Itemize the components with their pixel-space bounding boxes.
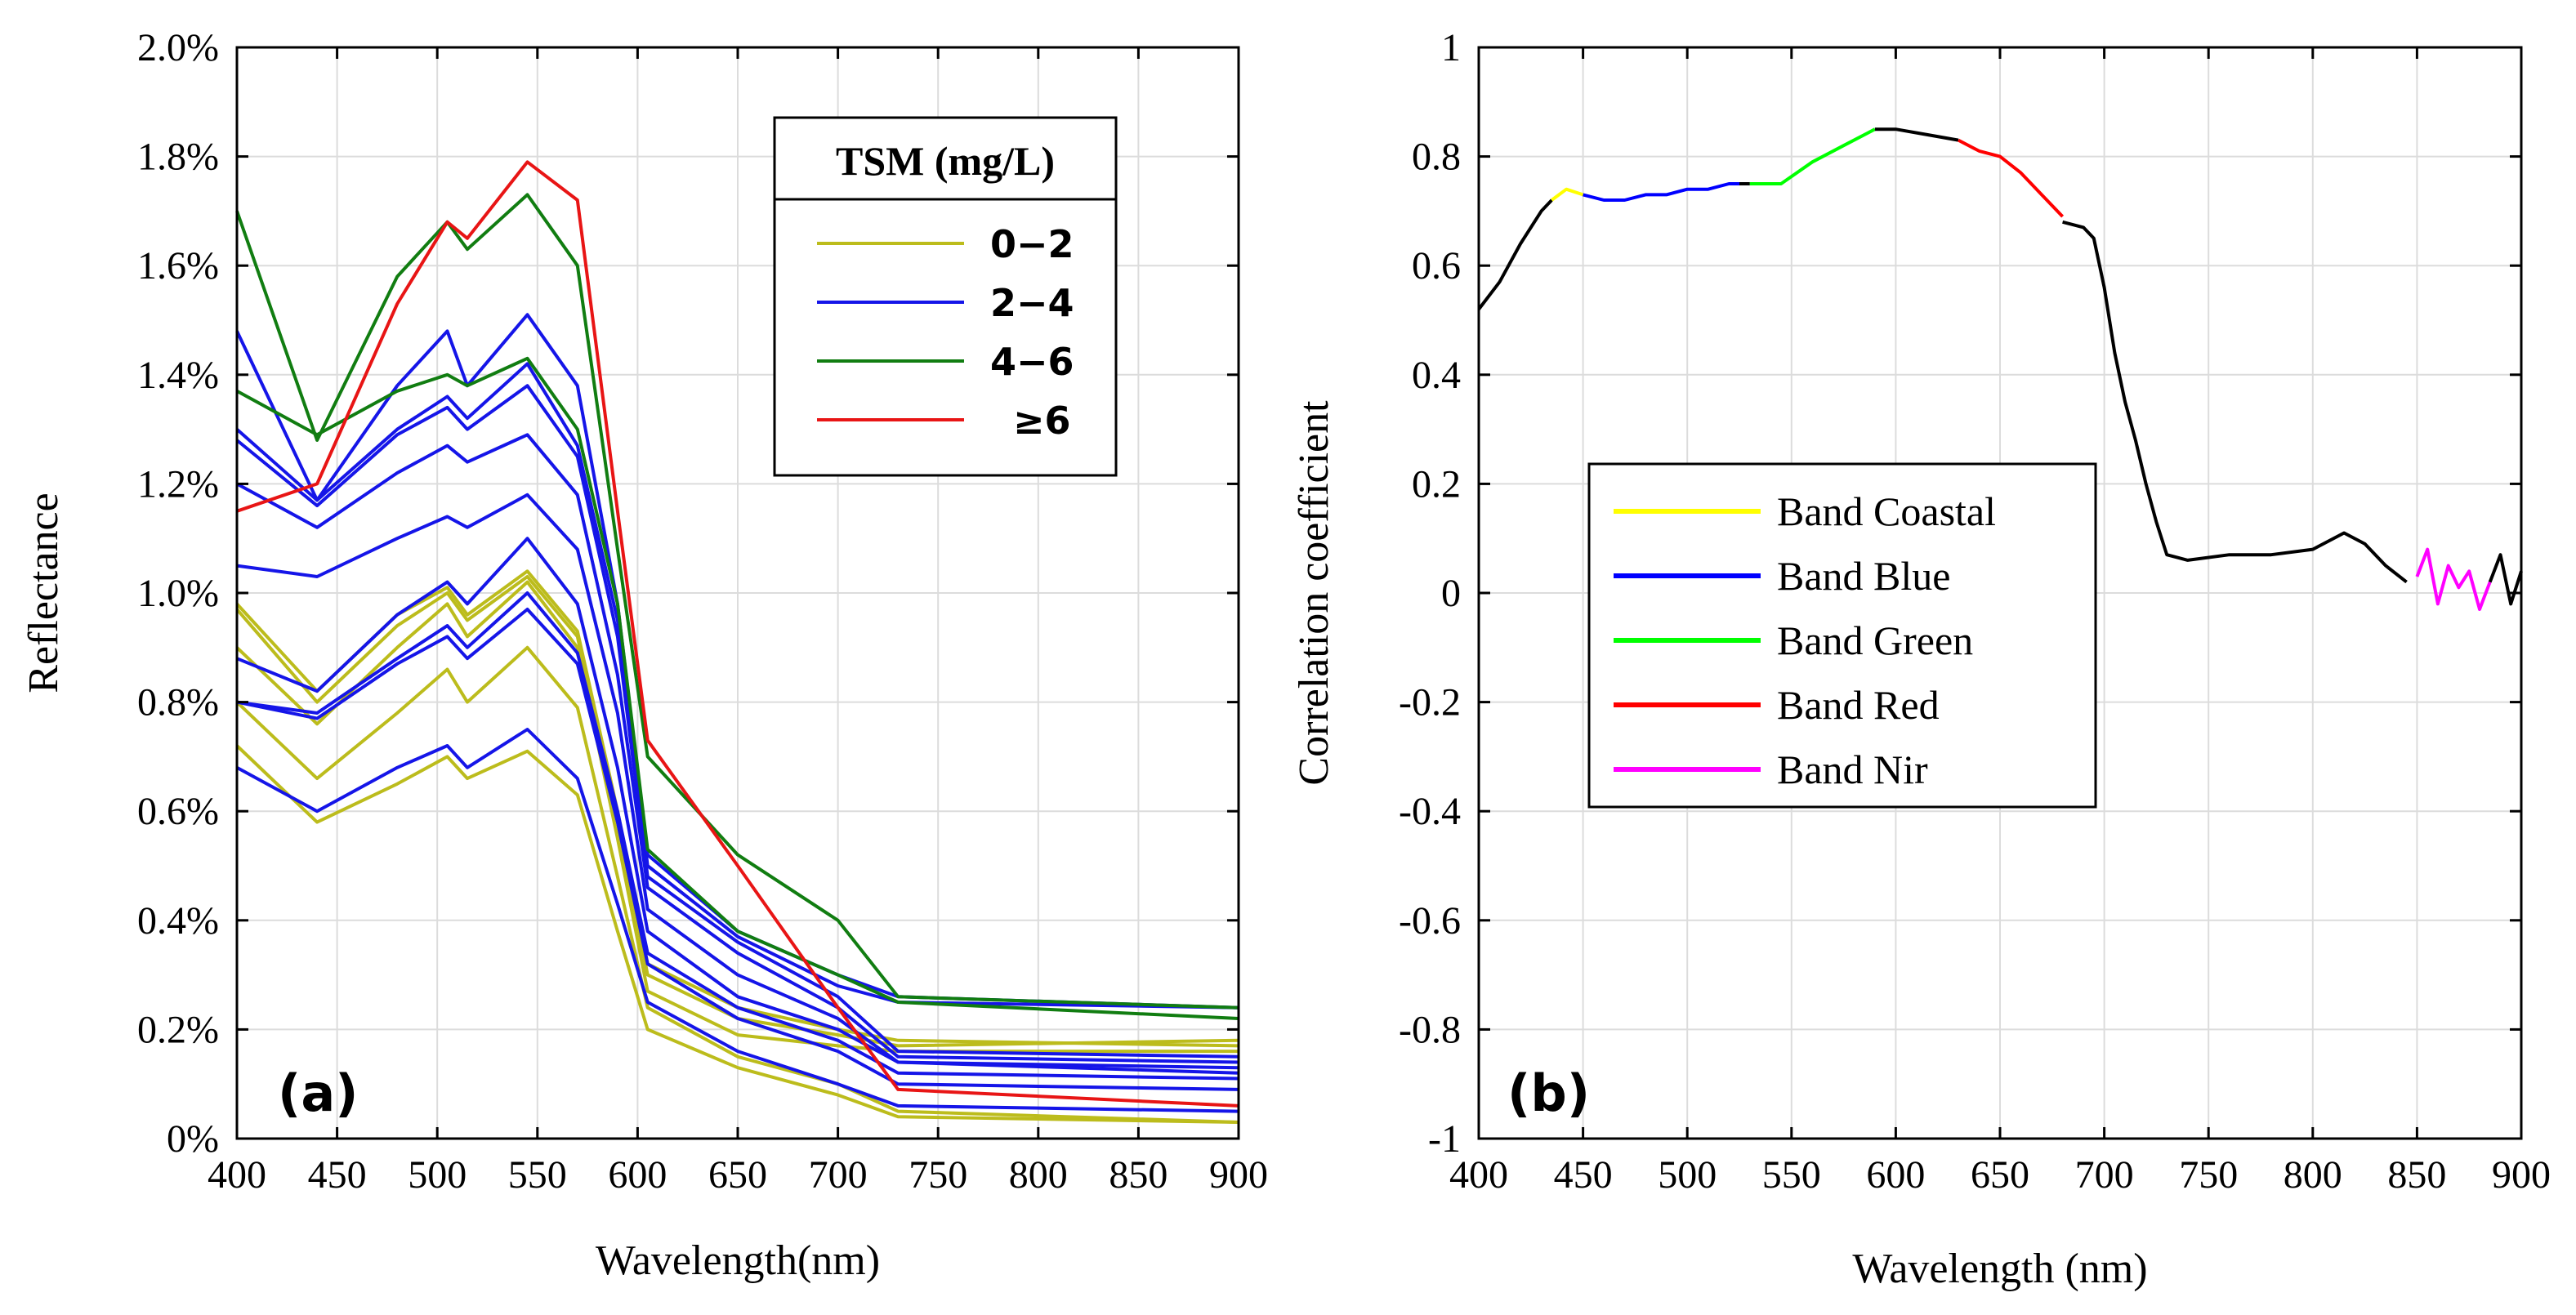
a-legend-label-1: 2−4 [990, 281, 1074, 325]
pa-ytick-label-7: 1.4% [137, 354, 219, 397]
a-legend-label-2: 4−6 [990, 340, 1074, 384]
pb-xtick-label-4: 600 [1866, 1153, 1925, 1197]
pb-ytick-label-0: -1 [1428, 1117, 1461, 1161]
pb-xtick-label-8: 800 [2284, 1153, 2342, 1197]
pa-xtick-label-5: 650 [708, 1153, 767, 1197]
pa-xtick-label-4: 600 [608, 1153, 667, 1197]
pb-series-Band Nir [2415, 547, 2492, 611]
pb-ytick-label-6: 0.2 [1412, 462, 1461, 506]
b-legend-label-3: Band Red [1777, 682, 1940, 728]
a-legend-label-3: ≥6 [1013, 399, 1071, 443]
pa-series-r1 [236, 160, 1239, 1108]
pa-series-g2 [235, 193, 1239, 1010]
a-legend-box [773, 116, 1118, 477]
pa-xtick-label-1: 450 [308, 1153, 367, 1197]
pb-xtick-label-7: 750 [2179, 1153, 2238, 1197]
pa-xtick-label-8: 800 [1009, 1153, 1068, 1197]
pb-series-tail [2488, 553, 2523, 606]
a-legend: TSM (mg/L) 0−2 2−4 4−6 ≥6 [773, 116, 1118, 477]
pa-ytick-label-10: 2.0% [137, 26, 219, 69]
pb-ytick-label-7: 0.4 [1412, 354, 1461, 397]
pb-xtick-label-10: 900 [2492, 1153, 2551, 1197]
a-legend-title: TSM (mg/L) [836, 138, 1055, 184]
pa-xtick-label-10: 900 [1209, 1153, 1268, 1197]
a-x-axis-title: Wavelength(nm) [596, 1237, 880, 1284]
b-legend: Band Coastal Band Blue Band Green Band R… [1587, 462, 2097, 809]
pa-xtick-label-6: 700 [809, 1153, 868, 1197]
b-legend-label-2: Band Green [1777, 617, 1973, 663]
pb-series-Band Red [1958, 138, 2065, 218]
pb-ytick-label-8: 0.6 [1412, 244, 1461, 288]
pb-xtick-label-1: 450 [1554, 1153, 1613, 1197]
a-series-group [235, 160, 1239, 1124]
pa-xtick-label-7: 750 [909, 1153, 967, 1197]
pb-ytick-label-9: 0.8 [1412, 136, 1461, 179]
pa-xtick-label-0: 400 [208, 1153, 266, 1197]
pb-series-Band Blue [1583, 182, 1739, 202]
pb-series-Band Coastal [1551, 187, 1584, 202]
pa-xtick-label-3: 550 [508, 1153, 567, 1197]
pb-ytick-label-4: -0.2 [1399, 681, 1461, 724]
pb-ytick-label-1: -0.8 [1399, 1008, 1461, 1051]
pb-ytick-label-5: 0 [1441, 572, 1461, 615]
b-legend-label-0: Band Coastal [1777, 488, 1996, 534]
b-series-group [1477, 127, 2523, 611]
pa-ytick-label-2: 0.4% [137, 899, 219, 943]
panel-b-correlation-chart: 400 450 500 550 600 650 700 750 800 850 900 -1 -0.8 -… [1291, 26, 2551, 1292]
pa-series-b2 [236, 608, 1239, 1091]
pa-series-b8 [235, 362, 1239, 1010]
pa-xtick-label-2: 500 [408, 1153, 467, 1197]
pa-series-b1 [236, 728, 1239, 1113]
pa-ytick-label-1: 0.2% [137, 1008, 219, 1051]
pb-xtick-label-9: 850 [2387, 1153, 2446, 1197]
pb-series-post [2062, 220, 2408, 584]
pa-ytick-label-0: 0% [167, 1117, 219, 1161]
pb-series-mid2 [1874, 127, 1959, 142]
b-y-axis-title: Correlation coefficient [1291, 400, 1337, 786]
pa-series-y1 [235, 744, 1239, 1124]
pa-ytick-label-5: 1.0% [137, 572, 219, 615]
pa-series-b4 [236, 537, 1239, 1075]
pa-ytick-label-3: 0.6% [137, 790, 219, 833]
pa-series-b7 [235, 384, 1239, 1059]
pb-xtick-label-6: 700 [2075, 1153, 2134, 1197]
pa-ytick-label-9: 1.8% [137, 136, 219, 179]
pa-ytick-label-6: 1.2% [137, 462, 219, 506]
a-y-axis-title: Reflectance [20, 493, 67, 693]
pb-series-Band Green [1749, 127, 1876, 185]
pa-xtick-label-9: 850 [1109, 1153, 1167, 1197]
pa-series-b5 [236, 493, 1239, 1070]
b-x-axis-title: Wavelength (nm) [1852, 1246, 2147, 1292]
pa-ytick-label-8: 1.6% [137, 244, 219, 288]
panel-a-reflectance-chart: 400 450 500 550 600 650 700 750 800 850 900 0% 0.2% 0… [20, 26, 1268, 1284]
pb-ytick-label-2: -0.6 [1399, 899, 1461, 943]
pb-xtick-label-2: 500 [1658, 1153, 1717, 1197]
b-legend-label-1: Band Blue [1777, 553, 1950, 599]
pa-ytick-label-4: 0.8% [137, 681, 219, 724]
b-legend-label-4: Band Nir [1777, 747, 1928, 792]
pb-series-pre [1477, 198, 1553, 310]
pb-xtick-label-5: 650 [1971, 1153, 2029, 1197]
pa-series-b3 [236, 591, 1239, 1081]
b-legend-box [1587, 462, 2097, 809]
a-legend-label-0: 0−2 [990, 222, 1074, 266]
a-panel-label: (a) [278, 1063, 359, 1123]
pb-ytick-label-10: 1 [1441, 26, 1461, 69]
pa-series-y3 [235, 580, 1239, 1054]
a-ticks: 400 450 500 550 600 650 700 750 800 850 900 0% 0.2% 0… [137, 26, 1268, 1197]
pb-ytick-label-3: -0.4 [1399, 790, 1461, 833]
pb-xtick-label-3: 550 [1762, 1153, 1821, 1197]
pa-series-g1 [236, 356, 1239, 1020]
b-ticks: 400 450 500 550 600 650 700 750 800 850 900 -1 -0.8 -… [1399, 26, 2551, 1197]
pb-xtick-label-0: 400 [1449, 1153, 1508, 1197]
b-panel-label: (b) [1507, 1063, 1590, 1123]
